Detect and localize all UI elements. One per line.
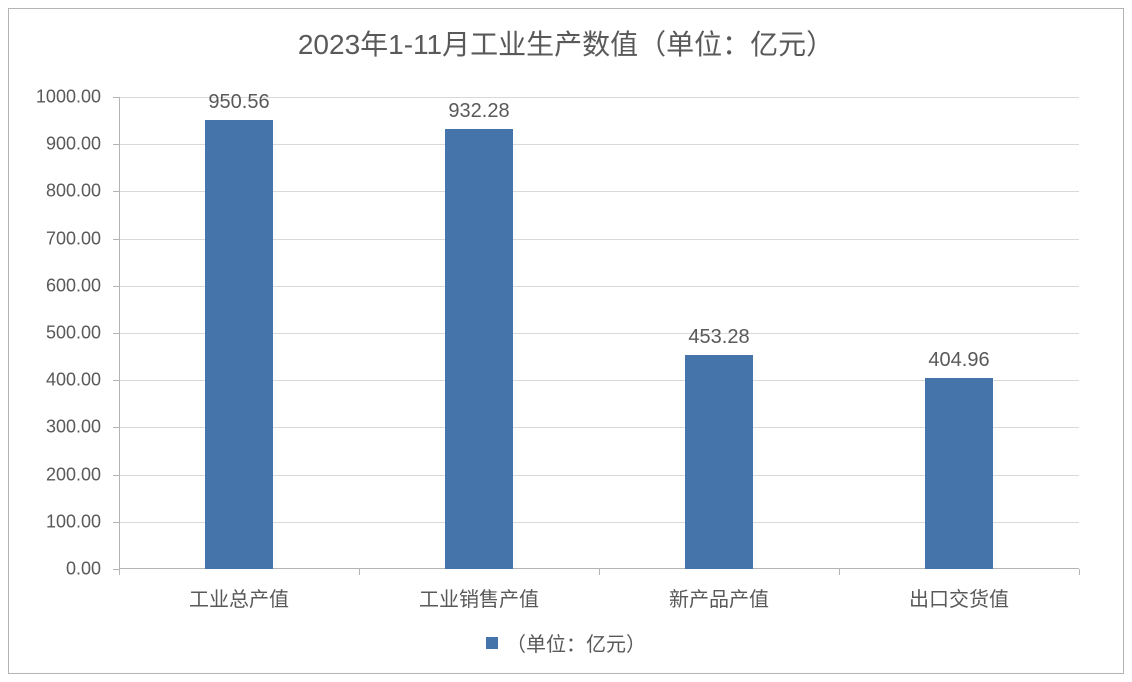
y-tick-mark bbox=[113, 97, 119, 98]
y-tick-mark bbox=[113, 191, 119, 192]
y-tick-label: 700.00 bbox=[46, 228, 101, 249]
y-tick-mark bbox=[113, 475, 119, 476]
y-tick-label: 1000.00 bbox=[36, 87, 101, 108]
y-tick-label: 400.00 bbox=[46, 370, 101, 391]
y-tick-label: 300.00 bbox=[46, 417, 101, 438]
legend: （单位：亿元） bbox=[9, 628, 1123, 657]
chart-container: 2023年1-11月工业生产数值（单位：亿元） 0.00 100.00 200.00… bbox=[8, 8, 1124, 674]
y-tick-mark bbox=[113, 427, 119, 428]
x-tick-mark bbox=[359, 569, 360, 575]
plot-area: 950.56 932.28 453.28 404.96 bbox=[119, 97, 1079, 569]
x-axis-labels: 工业总产值 工业销售产值 新产品产值 出口交货值 bbox=[119, 575, 1079, 615]
bars-group: 950.56 932.28 453.28 404.96 bbox=[119, 97, 1079, 569]
bar: 404.96 bbox=[925, 378, 992, 569]
bar: 950.56 bbox=[205, 120, 272, 569]
bar-value-label: 453.28 bbox=[652, 326, 786, 349]
x-tick-mark bbox=[599, 569, 600, 575]
legend-label: （单位：亿元） bbox=[506, 634, 646, 656]
bar: 453.28 bbox=[685, 355, 752, 569]
y-tick-label: 100.00 bbox=[46, 511, 101, 532]
x-category-label: 工业总产值 bbox=[189, 583, 289, 612]
x-tick-mark bbox=[1079, 569, 1080, 575]
bar: 932.28 bbox=[445, 129, 512, 569]
y-tick-label: 600.00 bbox=[46, 275, 101, 296]
x-tick-mark bbox=[839, 569, 840, 575]
y-tick-mark bbox=[113, 522, 119, 523]
y-tick-mark bbox=[113, 380, 119, 381]
y-axis: 0.00100.00200.00300.00400.00500.00600.00… bbox=[9, 97, 109, 569]
x-category-label: 出口交货值 bbox=[909, 583, 1009, 612]
bar-value-label: 932.28 bbox=[412, 100, 546, 123]
y-tick-label: 500.00 bbox=[46, 323, 101, 344]
chart-title: 2023年1-11月工业生产数值（单位：亿元） bbox=[9, 9, 1123, 71]
bar-value-label: 404.96 bbox=[892, 349, 1026, 372]
y-tick-mark bbox=[113, 144, 119, 145]
y-tick-label: 0.00 bbox=[66, 559, 101, 580]
x-tick-mark bbox=[119, 569, 120, 575]
y-tick-label: 900.00 bbox=[46, 134, 101, 155]
x-category-label: 新产品产值 bbox=[669, 583, 769, 612]
y-tick-label: 200.00 bbox=[46, 464, 101, 485]
x-category-label: 工业销售产值 bbox=[419, 583, 539, 612]
y-tick-mark bbox=[113, 239, 119, 240]
y-tick-label: 800.00 bbox=[46, 181, 101, 202]
y-tick-mark bbox=[113, 333, 119, 334]
bar-value-label: 950.56 bbox=[172, 91, 306, 114]
y-tick-mark bbox=[113, 286, 119, 287]
legend-swatch bbox=[486, 637, 498, 649]
